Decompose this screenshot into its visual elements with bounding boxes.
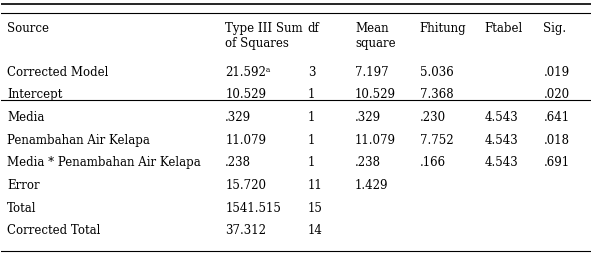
- Text: .020: .020: [543, 88, 570, 101]
- Text: 11: 11: [308, 179, 323, 192]
- Text: 14: 14: [308, 224, 323, 237]
- Text: Source: Source: [7, 22, 49, 35]
- Text: .230: .230: [420, 111, 446, 124]
- Text: Ftabel: Ftabel: [484, 22, 523, 35]
- Text: .238: .238: [226, 156, 251, 169]
- Text: .238: .238: [355, 156, 381, 169]
- Text: df: df: [308, 22, 320, 35]
- Text: 37.312: 37.312: [226, 224, 266, 237]
- Text: 1: 1: [308, 111, 315, 124]
- Text: Media: Media: [7, 111, 44, 124]
- Text: 1: 1: [308, 134, 315, 147]
- Text: 7.368: 7.368: [420, 88, 453, 101]
- Text: Corrected Total: Corrected Total: [7, 224, 101, 237]
- Text: Error: Error: [7, 179, 40, 192]
- Text: 3: 3: [308, 66, 316, 79]
- Text: 1: 1: [308, 156, 315, 169]
- Text: 10.529: 10.529: [355, 88, 396, 101]
- Text: 4.543: 4.543: [484, 156, 519, 169]
- Text: 5.036: 5.036: [420, 66, 453, 79]
- Text: Type III Sum
of Squares: Type III Sum of Squares: [226, 22, 303, 50]
- Text: 11.079: 11.079: [355, 134, 396, 147]
- Text: 15: 15: [308, 202, 323, 214]
- Text: 10.529: 10.529: [226, 88, 266, 101]
- Text: 15.720: 15.720: [226, 179, 266, 192]
- Text: .166: .166: [420, 156, 446, 169]
- Text: 11.079: 11.079: [226, 134, 266, 147]
- Text: 4.543: 4.543: [484, 134, 519, 147]
- Text: Penambahan Air Kelapa: Penambahan Air Kelapa: [7, 134, 150, 147]
- Text: .019: .019: [543, 66, 570, 79]
- Text: 1541.515: 1541.515: [226, 202, 281, 214]
- Text: Mean
square: Mean square: [355, 22, 395, 50]
- Text: Media * Penambahan Air Kelapa: Media * Penambahan Air Kelapa: [7, 156, 201, 169]
- Text: 7.197: 7.197: [355, 66, 388, 79]
- Text: .691: .691: [543, 156, 570, 169]
- Text: 1: 1: [308, 88, 315, 101]
- Text: 4.543: 4.543: [484, 111, 519, 124]
- Text: 21.592ᵃ: 21.592ᵃ: [226, 66, 271, 79]
- Text: Intercept: Intercept: [7, 88, 63, 101]
- Text: Corrected Model: Corrected Model: [7, 66, 109, 79]
- Text: 1.429: 1.429: [355, 179, 388, 192]
- Text: Sig.: Sig.: [543, 22, 567, 35]
- Text: .329: .329: [355, 111, 381, 124]
- Text: .018: .018: [543, 134, 570, 147]
- Text: .641: .641: [543, 111, 570, 124]
- Text: Fhitung: Fhitung: [420, 22, 466, 35]
- Text: 7.752: 7.752: [420, 134, 453, 147]
- Text: Total: Total: [7, 202, 37, 214]
- Text: .329: .329: [226, 111, 252, 124]
